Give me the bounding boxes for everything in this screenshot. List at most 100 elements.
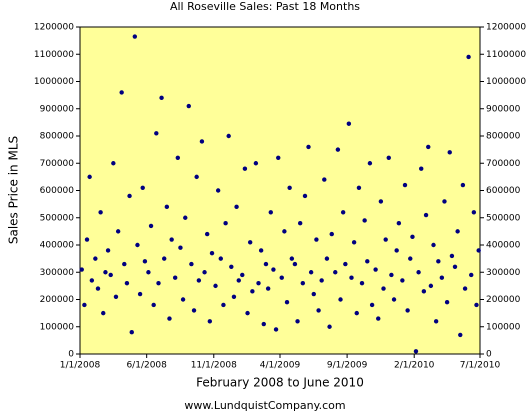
y-tick-label: 600000 [40, 186, 75, 196]
point [159, 95, 164, 101]
point [111, 161, 116, 166]
y2-tick-label: 400000 [486, 241, 521, 251]
point [98, 210, 103, 215]
y2-tick-label: 1100000 [486, 50, 526, 60]
y-axis-label: Sales Price in MLS [7, 136, 21, 244]
point [295, 319, 300, 324]
point [213, 283, 218, 289]
point [151, 302, 156, 308]
point [410, 234, 415, 240]
point [276, 155, 281, 160]
point [202, 270, 207, 275]
point [250, 289, 255, 294]
y-tick-label: 100000 [40, 322, 75, 332]
point [471, 210, 477, 215]
point [300, 280, 306, 286]
point [162, 256, 167, 261]
point [142, 259, 148, 264]
point [108, 272, 113, 278]
point [204, 231, 210, 237]
point [362, 218, 367, 223]
y-tick-label: 1100000 [34, 50, 74, 60]
point [396, 221, 402, 226]
x-tick-label: 1/1/2008 [60, 361, 101, 371]
point [302, 193, 308, 199]
point [172, 275, 178, 280]
point [365, 259, 370, 264]
y-tick-label: 1000000 [34, 77, 74, 87]
point [215, 188, 221, 193]
point [426, 144, 431, 150]
point [324, 256, 330, 261]
y2-tick-label: 900000 [486, 104, 521, 114]
point [408, 256, 413, 261]
point [314, 237, 319, 242]
point [469, 272, 474, 278]
point [261, 321, 266, 327]
point [376, 316, 381, 321]
point [95, 286, 101, 291]
y-tick-label: 300000 [40, 268, 75, 278]
point [340, 210, 346, 215]
point [338, 297, 343, 302]
point [400, 278, 405, 283]
footer: www.LundquistCompany.com [184, 399, 345, 412]
y-tick-label: 400000 [40, 241, 75, 251]
x-tick-label: 2/1/2010 [394, 361, 435, 371]
point [343, 261, 348, 267]
point [154, 131, 159, 136]
point [319, 278, 324, 283]
point [169, 237, 174, 242]
point [433, 319, 439, 324]
point [119, 90, 124, 95]
point [389, 272, 394, 278]
point [284, 300, 290, 305]
x-tick-label: 7/1/2010 [460, 361, 501, 371]
point [316, 308, 321, 313]
point [308, 270, 314, 275]
point [391, 297, 397, 302]
point [442, 199, 447, 204]
x-tick-label: 6/1/2008 [126, 361, 167, 371]
point [268, 210, 273, 215]
point [231, 294, 237, 299]
point [265, 286, 271, 291]
point [103, 270, 108, 275]
point [196, 278, 202, 283]
plot-area [79, 26, 481, 355]
point [191, 308, 197, 313]
point [271, 267, 276, 272]
point [383, 237, 388, 242]
point [356, 185, 362, 190]
point [436, 259, 441, 264]
point [449, 253, 455, 259]
point [113, 294, 119, 299]
point [127, 193, 132, 199]
point [306, 144, 311, 150]
point [369, 302, 375, 308]
point [373, 267, 378, 272]
point [421, 289, 427, 294]
y2-tick-label: 300000 [486, 268, 521, 278]
point [431, 242, 436, 248]
y-tick-label: 1200000 [34, 23, 74, 33]
y-tick-label: 200000 [40, 295, 75, 305]
y2-tick-label: 0 [486, 350, 492, 360]
point [287, 185, 292, 190]
point [419, 166, 424, 171]
point [115, 229, 121, 234]
point [79, 267, 84, 272]
point [423, 212, 429, 218]
point [367, 161, 373, 166]
y-tick-label: 0 [68, 350, 74, 360]
point [346, 121, 352, 126]
point [444, 300, 450, 305]
point [146, 270, 151, 275]
point [135, 242, 140, 248]
y2-tick-label: 1000000 [486, 77, 526, 87]
point [129, 330, 134, 335]
point [247, 240, 253, 245]
point [359, 280, 365, 286]
point [226, 133, 231, 139]
